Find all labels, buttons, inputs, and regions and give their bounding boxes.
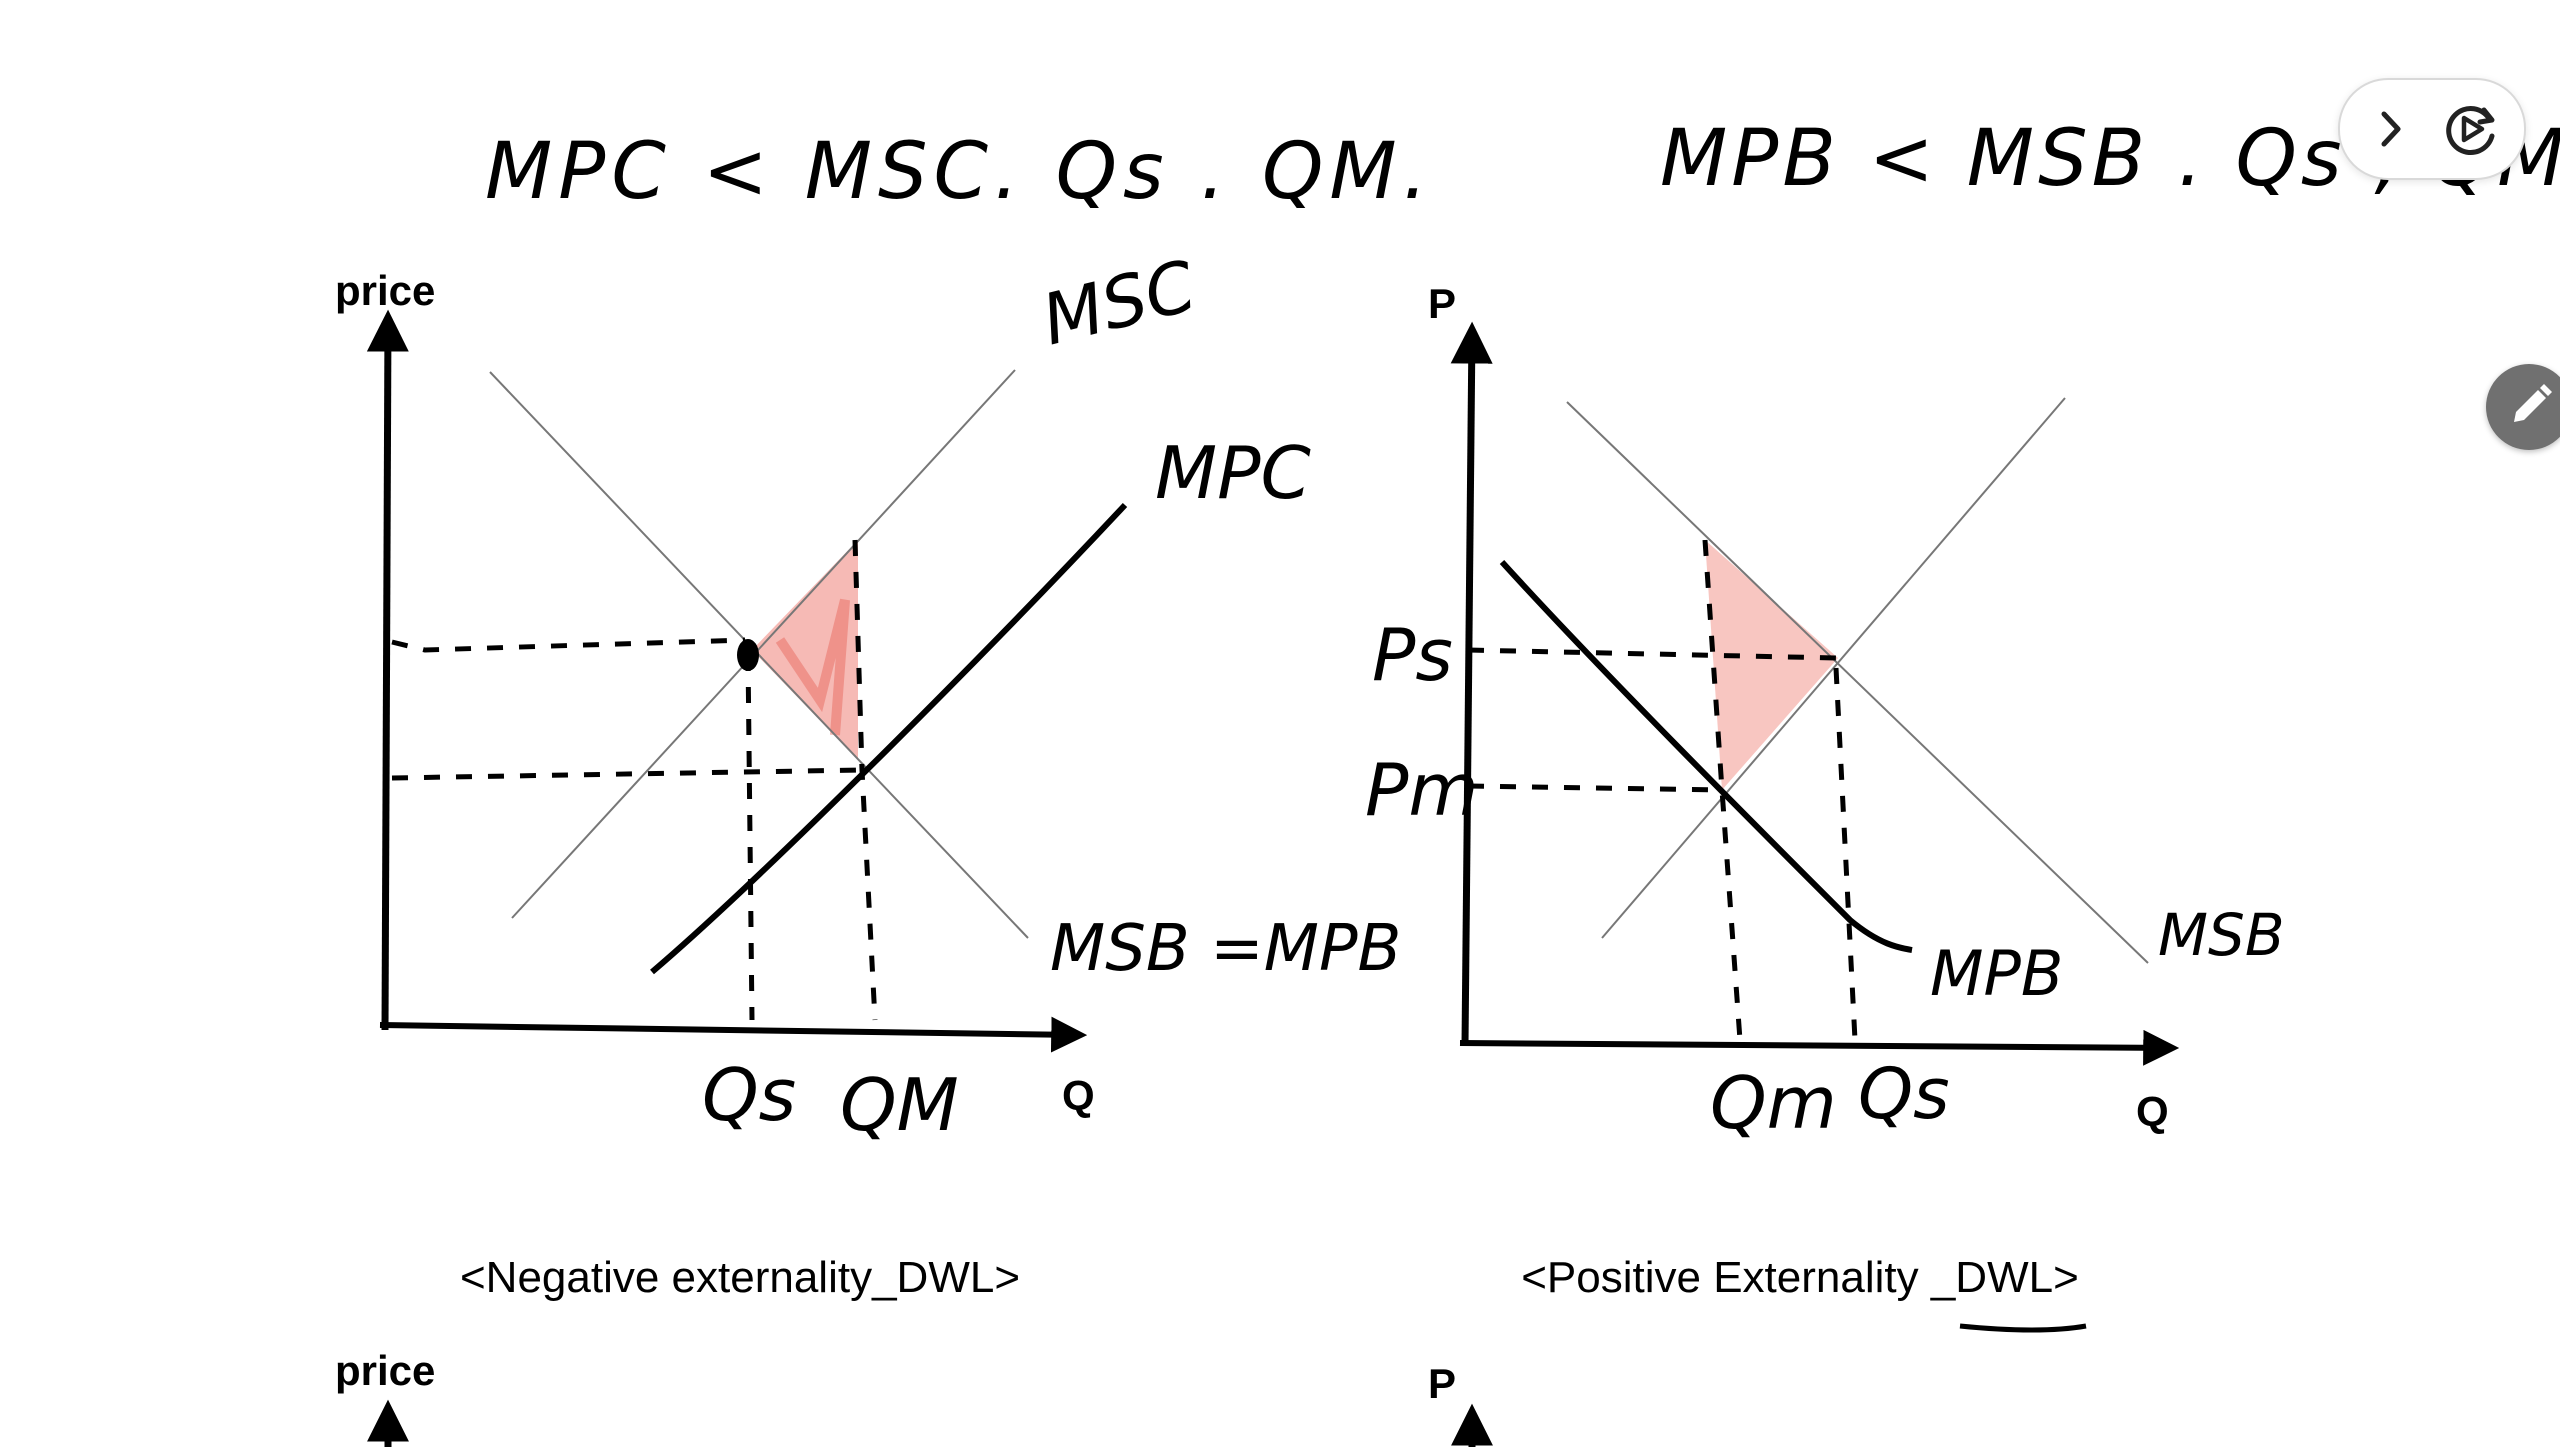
left-x-axis [379,1016,1088,1053]
right-mpb-curve [1499,559,1913,953]
floating-toolbar [2338,78,2526,180]
right-qm-label: Qm [1710,1061,1837,1145]
right-x-axis [1459,1029,2180,1066]
next-left-y-axis-label: price [335,1347,435,1394]
replay-icon [2446,106,2495,155]
left-mpc-curve [650,502,1128,975]
next-right-y-axis-label: P [1428,1360,1456,1407]
left-qm-label: QM [840,1063,959,1147]
right-caption-underline [1959,1323,2087,1333]
left-dwl-shade [752,540,858,760]
next-charts-partial: price P [335,1347,1493,1447]
right-x-axis-label: Q [2136,1088,2169,1135]
left-msc-curve [511,369,1016,919]
right-supply-curve [1601,397,2066,939]
left-guide-qm [852,539,878,1021]
right-mpb-label: MPB [1930,937,2063,1010]
left-guide-pm [391,767,863,781]
right-chart: P Q Ps Pm MPB MSB Qm Qs <Positive Extern… [1365,280,2285,1333]
right-y-axis-label: P [1428,280,1456,327]
left-guide-ps [391,637,746,653]
right-ps-label: Ps [1372,613,1453,697]
left-header-note: MPC < MSC. Qs . QM. [485,127,1434,217]
chevron-right-icon [2381,111,2401,147]
left-caption: <Negative externality_DWL> [460,1253,1020,1302]
left-x-axis-label: Q [1062,1072,1095,1119]
replay-button[interactable] [2432,80,2512,178]
right-guide-qs [1833,667,1858,1041]
left-optimum-dot [737,639,759,671]
left-guide-qs [745,654,755,1021]
right-pm-label: Pm [1365,748,1479,832]
right-guide-pm [1467,783,1725,793]
right-guide-qm [1702,539,1743,1041]
pencil-icon [2514,384,2552,422]
right-y-axis [1450,321,1493,1046]
right-msb-curve [1566,401,2149,964]
right-caption: <Positive Externality _DWL> [1521,1253,2079,1302]
left-msc-label: MSC [1034,245,1203,362]
left-y-axis [366,309,409,1031]
right-qs-label: Qs [1858,1053,1950,1135]
left-y-axis-label: price [335,267,435,314]
edit-button[interactable] [2486,364,2560,450]
left-qs-label: Qs [702,1053,796,1137]
right-msb-label: MSB [2158,901,2285,969]
left-chart: price Q MSC MPC MSB =MPB Qs QM <Negative… [335,245,1401,1302]
left-mpc-label: MPC [1155,431,1312,515]
left-dwl-stroke [775,598,850,736]
left-msb-mpb-label: MSB =MPB [1050,912,1401,986]
collapse-toolbar-button[interactable] [2352,80,2432,178]
right-dwl-shade [1705,540,1838,790]
